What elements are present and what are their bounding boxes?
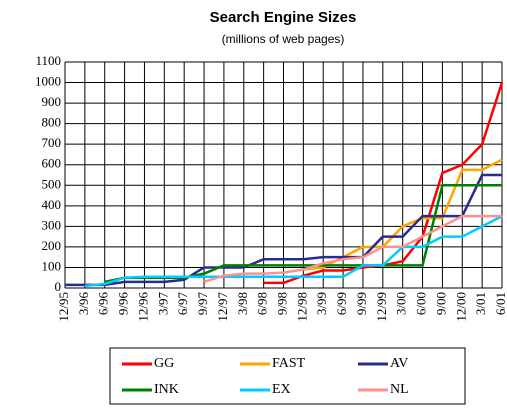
y-tick-label: 0 (55, 279, 62, 294)
y-tick-label: 200 (42, 238, 62, 253)
legend-label: EX (272, 382, 291, 397)
y-tick-label: 700 (42, 135, 62, 150)
y-tick-label: 400 (42, 197, 62, 212)
chart-title: Search Engine Sizes (210, 9, 357, 26)
x-tick-label: 12/95 (56, 292, 71, 322)
x-tick-label: 3/01 (473, 292, 488, 315)
x-tick-label: 3/00 (394, 292, 409, 315)
x-tick-label: 6/99 (334, 292, 349, 315)
y-tick-label: 100 (42, 258, 62, 273)
y-tick-label: 1100 (35, 53, 61, 68)
x-tick-label: 12/98 (294, 292, 309, 322)
x-tick-label: 3/96 (76, 292, 91, 316)
x-tick-label: 6/97 (175, 292, 190, 316)
series-line (65, 173, 502, 287)
x-tick-label: 12/99 (374, 292, 389, 322)
x-tick-label: 3/98 (235, 292, 250, 315)
x-tick-label: 9/96 (116, 292, 131, 316)
x-tick-label: 9/00 (433, 292, 448, 315)
chart-subtitle: (millions of web pages) (222, 32, 345, 46)
legend-label: FAST (272, 356, 306, 371)
legend-label: AV (390, 356, 408, 371)
x-tick-label: 12/96 (135, 292, 150, 322)
series-line (203, 214, 502, 284)
x-tick-label: 12/00 (453, 292, 468, 322)
y-tick-label: 300 (42, 217, 62, 232)
legend-box (109, 347, 466, 405)
y-tick-label: 1000 (35, 74, 61, 89)
legend-label: INK (154, 382, 179, 397)
x-tick-label: 3/99 (314, 292, 329, 315)
y-tick-label: 600 (42, 156, 62, 171)
x-tick-label: 12/97 (215, 292, 230, 322)
x-tick-label: 6/00 (414, 292, 429, 315)
x-tick-label: 9/97 (195, 292, 210, 316)
x-tick-label: 6/96 (96, 292, 111, 316)
y-tick-label: 500 (42, 176, 62, 191)
x-tick-label: 9/98 (274, 292, 289, 315)
y-tick-label: 800 (42, 115, 62, 130)
x-tick-label: 6/01 (493, 292, 507, 315)
legend-label: NL (390, 382, 409, 397)
x-tick-label: 9/99 (354, 292, 369, 315)
series-line (84, 214, 503, 288)
y-tick-label: 900 (42, 94, 62, 109)
x-tick-label: 3/97 (155, 292, 170, 316)
x-tick-label: 6/98 (255, 292, 270, 315)
legend-label: GG (154, 356, 174, 371)
